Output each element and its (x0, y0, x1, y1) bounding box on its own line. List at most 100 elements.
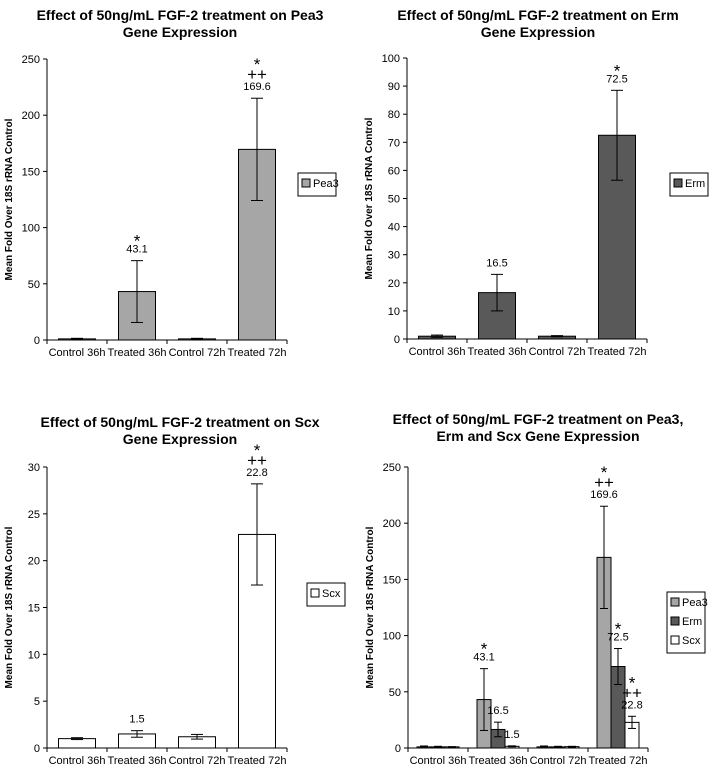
y-tick-label: 80 (388, 109, 400, 121)
x-tick-label: Treated 72h (589, 755, 648, 767)
y-tick-label: 100 (382, 53, 400, 65)
chart-title-line: Effect of 50ng/mL FGF-2 treatment on Pea… (37, 7, 324, 23)
legend-label-pea3: Pea3 (682, 597, 708, 609)
x-tick-label: Treated 36h (468, 346, 527, 358)
y-tick-label: 5 (34, 696, 40, 708)
y-tick-label: 10 (28, 649, 40, 661)
data-label: 169.6 (243, 81, 271, 93)
x-tick-label: Control 72h (530, 755, 587, 767)
y-tick-label: 60 (388, 165, 400, 177)
chart-title-line: Effect of 50ng/mL FGF-2 treatment on Pea… (393, 411, 684, 427)
y-tick-label: 30 (388, 250, 400, 262)
y-tick-label: 10 (388, 306, 400, 318)
data-label: 169.6 (590, 489, 618, 501)
y-tick-label: 50 (389, 687, 401, 699)
y-tick-label: 40 (388, 222, 400, 234)
legend: Erm (669, 172, 709, 197)
y-tick-label: 70 (388, 137, 400, 149)
y-tick-label: 20 (388, 278, 400, 290)
legend-swatch-erm (673, 178, 683, 188)
legend-swatch-erm (670, 616, 680, 626)
significance-plus-plus: ++ (247, 65, 267, 84)
y-tick-label: 200 (22, 110, 40, 122)
chart-panel-4: Effect of 50ng/mL FGF-2 treatment on Pea… (365, 411, 708, 767)
chart-title-line: Gene Expression (123, 431, 237, 447)
y-tick-label: 20 (28, 556, 40, 568)
legend-label-erm: Erm (685, 178, 705, 190)
chart-panel-3: Effect of 50ng/mL FGF-2 treatment on Scx… (4, 414, 346, 767)
y-tick-label: 50 (388, 194, 400, 206)
legend: Scx (306, 582, 346, 607)
y-tick-label: 0 (395, 743, 401, 755)
chart-title-line: Effect of 50ng/mL FGF-2 treatment on Scx (40, 414, 319, 430)
significance-asterisk: * (615, 620, 622, 639)
x-tick-label: Treated 72h (588, 346, 647, 358)
x-tick-label: Treated 36h (108, 755, 167, 767)
y-tick-label: 200 (383, 518, 401, 530)
significance-asterisk: * (481, 640, 488, 659)
legend-swatch-scx (670, 635, 680, 645)
significance-asterisk: * (254, 55, 261, 74)
x-tick-label: Treated 72h (228, 347, 287, 359)
y-tick-label: 250 (22, 54, 40, 66)
significance-plus-plus: ++ (622, 683, 642, 702)
y-tick-label: 0 (394, 334, 400, 346)
legend-swatch-pea3 (301, 178, 311, 188)
significance-asterisk: * (601, 463, 608, 482)
data-label: 1.5 (129, 714, 144, 726)
legend: Pea3 (297, 172, 339, 197)
y-tick-label: 25 (28, 509, 40, 521)
y-axis-title: Mean Fold Over 18S rRNA Control (4, 118, 15, 280)
x-tick-label: Treated 36h (469, 755, 528, 767)
chart-title-line: Erm and Scx Gene Expression (436, 428, 639, 444)
legend: Pea3 Erm Scx (666, 591, 708, 654)
legend-swatch-pea3 (670, 597, 680, 607)
x-tick-label: Control 36h (410, 755, 467, 767)
significance-asterisk: * (134, 232, 141, 251)
data-label: 1.5 (504, 729, 519, 741)
y-tick-label: 150 (22, 166, 40, 178)
y-tick-label: 250 (383, 462, 401, 474)
x-tick-label: Control 72h (529, 346, 586, 358)
chart-title-line: Effect of 50ng/mL FGF-2 treatment on Erm (397, 7, 678, 23)
y-axis-title: Mean Fold Over 18S rRNA Control (364, 117, 375, 279)
chart-panel-1: Effect of 50ng/mL FGF-2 treatment on Pea… (4, 7, 339, 359)
y-tick-label: 100 (383, 631, 401, 643)
legend-label-scx: Scx (682, 635, 701, 647)
y-tick-label: 150 (383, 574, 401, 586)
y-tick-label: 30 (28, 462, 40, 474)
data-label: 72.5 (607, 632, 628, 644)
x-tick-label: Treated 72h (228, 755, 287, 767)
data-label: 22.8 (246, 467, 267, 479)
significance-asterisk: * (629, 673, 636, 692)
y-tick-label: 0 (34, 743, 40, 755)
y-tick-label: 15 (28, 603, 40, 615)
x-tick-label: Control 72h (169, 755, 226, 767)
data-label: 72.5 (606, 73, 627, 85)
data-label: 43.1 (126, 244, 147, 256)
y-axis-title: Mean Fold Over 18S rRNA Control (365, 526, 376, 688)
x-tick-label: Control 72h (169, 347, 226, 359)
y-axis-title: Mean Fold Over 18S rRNA Control (4, 526, 15, 688)
data-label: 22.8 (621, 699, 642, 711)
significance-asterisk: * (614, 61, 621, 80)
y-tick-label: 50 (28, 279, 40, 291)
significance-plus-plus: ++ (247, 451, 267, 470)
data-label: 16.5 (486, 257, 507, 269)
x-tick-label: Control 36h (409, 346, 466, 358)
y-tick-label: 0 (34, 335, 40, 347)
significance-asterisk: * (254, 441, 261, 460)
y-tick-label: 90 (388, 81, 400, 93)
chart-title-line: Gene Expression (123, 24, 237, 40)
legend-label-erm: Erm (682, 616, 702, 628)
data-label: 16.5 (487, 705, 508, 717)
legend-swatch-scx (310, 588, 320, 598)
legend-label-scx: Scx (322, 588, 341, 600)
x-tick-label: Treated 36h (108, 347, 167, 359)
y-tick-label: 100 (22, 223, 40, 235)
x-tick-label: Control 36h (49, 755, 106, 767)
significance-plus-plus: ++ (594, 473, 614, 492)
